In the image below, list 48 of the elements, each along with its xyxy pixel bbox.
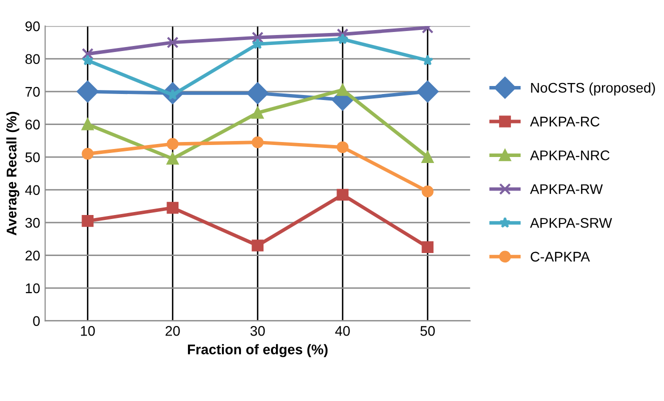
point [422, 151, 434, 163]
legend-label: APKPA-RC [530, 116, 600, 126]
point [166, 202, 179, 214]
x-tick-label: 10 [80, 326, 95, 336]
y-tick-label: 20 [26, 250, 40, 260]
y-tick-label: 60 [26, 120, 40, 130]
point [336, 188, 349, 201]
legend-label: APKPA-NRC [530, 150, 610, 160]
point [422, 54, 434, 66]
point [252, 38, 264, 50]
point [252, 32, 264, 44]
point [252, 106, 264, 119]
point [336, 84, 349, 96]
x-tick-label: 20 [166, 326, 180, 336]
y-tick-label: 80 [25, 54, 40, 64]
point [166, 152, 179, 165]
point [416, 80, 438, 102]
y-axis-title: Average Recall (%) [6, 112, 20, 236]
point [336, 141, 349, 154]
point [166, 36, 179, 48]
x-tick-label: 30 [250, 326, 265, 336]
y-tick-label: 30 [25, 218, 40, 228]
point [82, 148, 94, 160]
point [336, 33, 348, 44]
point [82, 48, 94, 60]
point [422, 186, 434, 198]
point [422, 241, 434, 254]
y-tick-label: 50 [25, 152, 40, 162]
point [252, 136, 264, 148]
point [246, 82, 268, 104]
y-tick-label: 90 [25, 21, 40, 32]
point [76, 80, 99, 102]
legend-label: NoCSTS (proposed) [531, 82, 655, 96]
y-tick-label: 10 [26, 283, 40, 294]
point [252, 240, 264, 252]
legend-label: APKPA-SRW [530, 218, 612, 228]
x-tick-label: 40 [335, 326, 350, 336]
x-axis-title: Fraction of edges (%) [188, 344, 328, 358]
x-tick-label: 50 [420, 326, 435, 336]
point [166, 138, 179, 150]
point [82, 54, 94, 66]
legend-label: APKPA-RW [530, 184, 603, 194]
point [82, 118, 94, 130]
point [82, 215, 94, 227]
legend-label: C-APKPA [530, 252, 590, 262]
y-tick-label: 40 [25, 185, 40, 195]
y-tick-label: 0 [33, 316, 40, 326]
y-tick-label: 70 [26, 86, 40, 97]
